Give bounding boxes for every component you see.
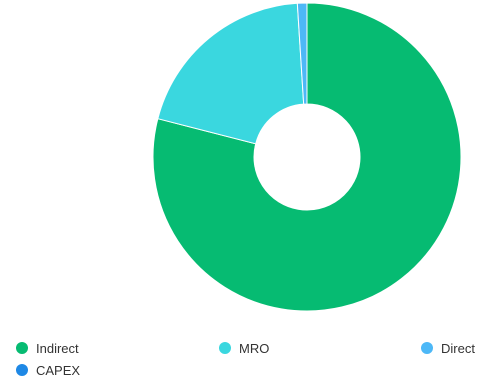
legend-item-direct[interactable]: Direct bbox=[421, 338, 475, 358]
legend-swatch-mro bbox=[219, 342, 231, 354]
legend-item-mro[interactable]: MRO bbox=[219, 338, 269, 358]
legend-swatch-capex bbox=[16, 364, 28, 376]
legend-label-capex: CAPEX bbox=[36, 362, 81, 378]
slice-mro[interactable] bbox=[157, 2, 305, 145]
legend-item-indirect[interactable]: Indirect bbox=[16, 338, 79, 358]
slice-direct[interactable] bbox=[296, 2, 308, 105]
legend-item-capex[interactable]: CAPEX bbox=[16, 360, 80, 380]
chart-legend: Indirect MRO Direct CAPEX bbox=[0, 336, 479, 382]
slice-indirect[interactable] bbox=[152, 2, 462, 312]
donut-chart bbox=[152, 2, 462, 312]
legend-label-indirect: Indirect bbox=[36, 340, 79, 356]
legend-label-direct: Direct bbox=[441, 340, 475, 356]
legend-swatch-direct bbox=[421, 342, 433, 354]
legend-swatch-indirect bbox=[16, 342, 28, 354]
donut-chart-svg bbox=[152, 2, 462, 312]
legend-label-mro: MRO bbox=[239, 340, 270, 356]
